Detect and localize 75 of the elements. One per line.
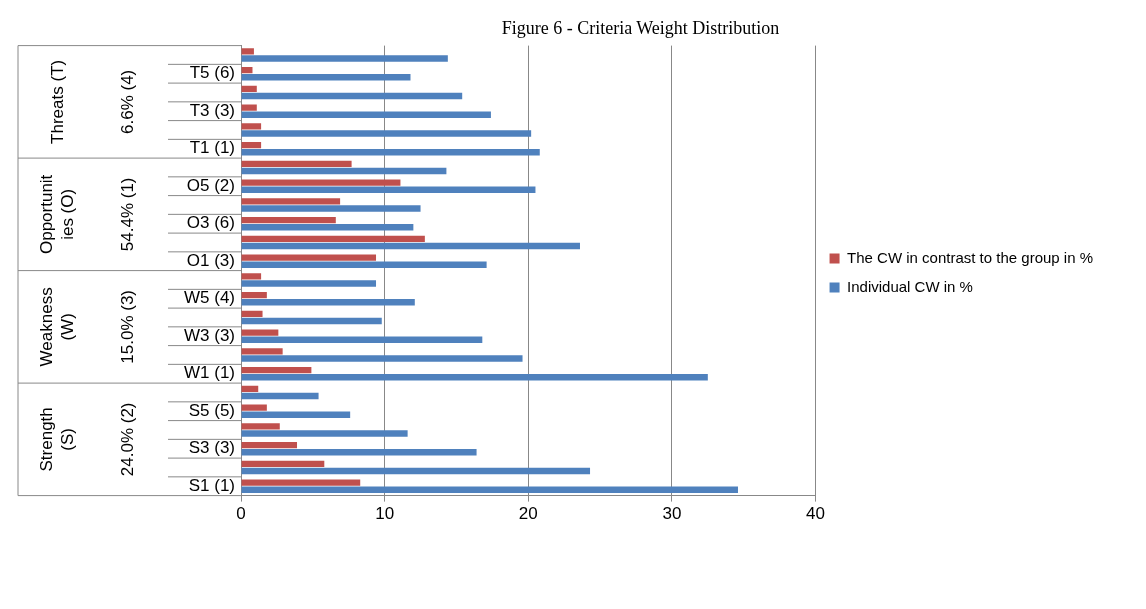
bar xyxy=(241,235,425,243)
bar xyxy=(241,467,591,475)
bar xyxy=(241,280,377,287)
bar xyxy=(241,423,280,430)
x-tick-label: 30 xyxy=(662,504,682,524)
text: Weakness (W) xyxy=(37,287,78,367)
x-tick-label: 10 xyxy=(375,504,395,524)
y-tick-label: W5 (4) xyxy=(184,288,235,308)
bar xyxy=(241,449,477,456)
bar xyxy=(241,310,263,318)
bar xyxy=(241,355,523,362)
bar xyxy=(241,329,279,336)
legend-label: Individual CW in % xyxy=(847,277,973,295)
y-tick-label: S3 (3) xyxy=(188,438,235,458)
text: Strength (S) xyxy=(37,407,78,472)
bar xyxy=(241,217,336,224)
bar xyxy=(241,374,708,381)
y-tick-label: O5 (2) xyxy=(186,175,235,195)
bar xyxy=(241,92,463,100)
bar xyxy=(241,430,408,437)
bar xyxy=(241,442,298,449)
bar xyxy=(241,48,254,55)
bar xyxy=(241,205,421,212)
bar xyxy=(241,179,401,186)
text: Threats (T) xyxy=(47,59,67,144)
bar xyxy=(241,198,341,205)
bar xyxy=(241,104,257,111)
x-tick-label: 0 xyxy=(236,504,246,524)
bar xyxy=(241,486,738,493)
chart-title: Figure 6 - Criteria Weight Distribution xyxy=(501,17,780,38)
bar xyxy=(241,348,283,355)
legend-label: The CW in contrast to the group in % xyxy=(847,248,1094,266)
y-tick-label: O1 (3) xyxy=(186,250,235,270)
bar xyxy=(241,460,325,468)
bar xyxy=(241,367,312,374)
bar xyxy=(241,74,411,81)
y-tick-label: W3 (3) xyxy=(184,325,235,345)
y-tick-label: T3 (3) xyxy=(189,100,235,120)
y-tick-label: S1 (1) xyxy=(188,475,235,495)
bar xyxy=(241,292,267,299)
text: 6.6% (4) xyxy=(117,69,137,134)
bar xyxy=(241,55,448,62)
bar xyxy=(241,261,487,268)
bar xyxy=(241,186,536,193)
bar xyxy=(241,392,319,400)
bar xyxy=(241,242,580,250)
bar xyxy=(241,85,257,93)
bar xyxy=(241,111,491,118)
bar xyxy=(241,299,415,306)
bar xyxy=(241,385,259,393)
bar xyxy=(241,479,361,486)
y-tick-label: W1 (1) xyxy=(184,363,235,383)
bar xyxy=(241,411,351,418)
bar xyxy=(241,404,267,411)
bar xyxy=(241,224,414,231)
bar xyxy=(241,317,382,325)
bar xyxy=(241,123,262,130)
y-tick-label: S5 (5) xyxy=(188,400,235,420)
bar xyxy=(241,336,483,343)
y-tick-label: O3 (6) xyxy=(186,213,235,233)
x-tick-label: 20 xyxy=(518,504,538,524)
bar xyxy=(241,273,262,280)
y-tick-label: T1 (1) xyxy=(189,138,235,158)
bar xyxy=(241,160,352,168)
x-tick-label: 40 xyxy=(806,504,826,524)
bar xyxy=(241,142,262,149)
text: 24.0% (2) xyxy=(117,402,137,477)
text: Opportunit ies (O) xyxy=(37,174,78,255)
bar xyxy=(241,254,377,261)
bar xyxy=(241,167,447,175)
bar xyxy=(241,130,532,137)
text: 54.4% (1) xyxy=(117,177,137,252)
text: 15.0% (3) xyxy=(117,290,137,364)
y-tick-label: T5 (6) xyxy=(189,63,235,83)
bar xyxy=(241,149,540,156)
